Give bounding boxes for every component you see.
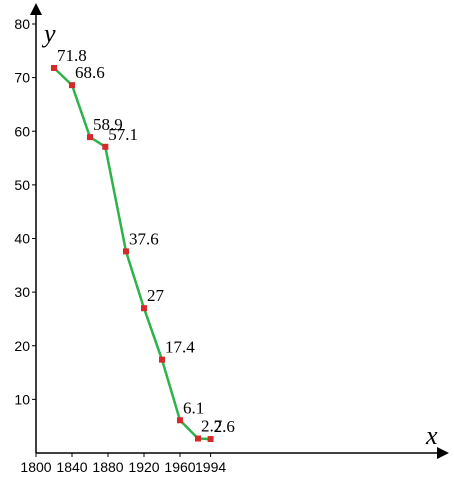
y-tick-label: 60 bbox=[14, 123, 30, 139]
data-point bbox=[69, 82, 75, 89]
x-tick-label: 1994 bbox=[195, 459, 226, 475]
series-group: 71.868.6 58.957.1 37.6 27 17.4 6.12.72.6 bbox=[51, 46, 235, 443]
x-tick-label: 1840 bbox=[56, 459, 87, 475]
data-label: 27 bbox=[147, 286, 165, 305]
data-label: 2.6 bbox=[214, 417, 235, 436]
data-point bbox=[207, 436, 214, 443]
y-axis-title: y bbox=[41, 19, 56, 48]
x-tick-label: 1920 bbox=[128, 459, 159, 475]
y-tick-label: 30 bbox=[14, 284, 30, 300]
data-point bbox=[102, 143, 109, 150]
data-label: 68.6 bbox=[75, 63, 105, 82]
y-tick-label: 70 bbox=[14, 70, 30, 86]
data-label: 2.7 bbox=[201, 417, 223, 436]
x-tick-label: 1880 bbox=[92, 459, 123, 475]
data-label: 57.1 bbox=[108, 125, 138, 144]
data-label: 17.4 bbox=[165, 338, 195, 357]
data-point bbox=[87, 134, 93, 141]
data-point bbox=[177, 417, 183, 424]
data-label: 6.1 bbox=[183, 398, 204, 417]
y-tick-label: 10 bbox=[14, 391, 30, 407]
series-line bbox=[53, 67, 211, 441]
data-label: 58.9 bbox=[93, 115, 123, 134]
y-tick-label: 40 bbox=[14, 231, 30, 247]
data-label: 37.6 bbox=[129, 229, 159, 248]
data-point bbox=[141, 305, 147, 312]
axis-ticks: 10 20 30 40 50 60 70 80 1800 1840 1880 1920 1960 1994 bbox=[14, 16, 226, 475]
data-label: 71.8 bbox=[57, 46, 87, 65]
x-axis-title: x bbox=[425, 421, 438, 450]
data-point bbox=[51, 64, 57, 71]
x-tick-label: 1960 bbox=[164, 459, 195, 475]
y-tick-label: 80 bbox=[14, 16, 30, 32]
data-point bbox=[195, 435, 201, 442]
data-point bbox=[123, 248, 129, 255]
y-tick-label: 50 bbox=[14, 177, 30, 193]
data-point bbox=[159, 356, 165, 363]
y-tick-label: 20 bbox=[14, 338, 30, 354]
x-tick-label: 1800 bbox=[20, 459, 51, 475]
